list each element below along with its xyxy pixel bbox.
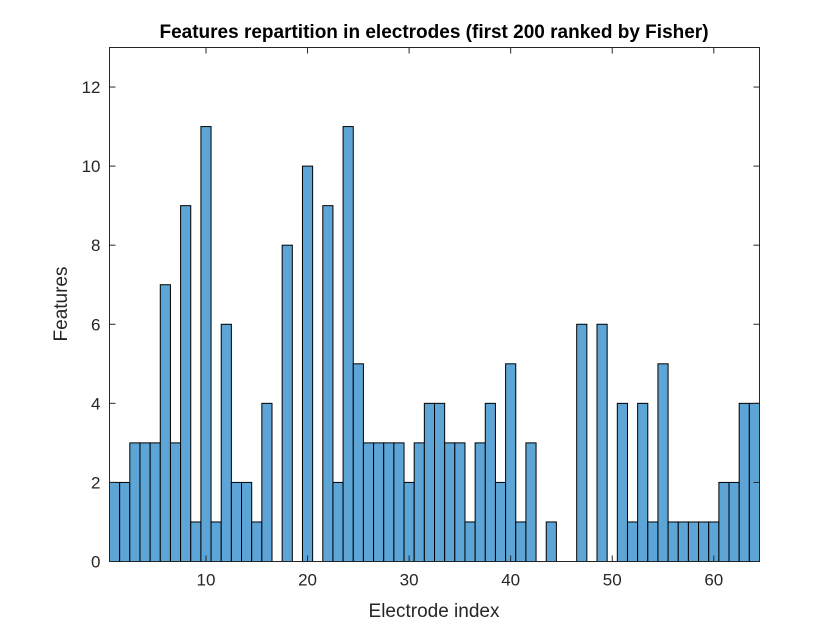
bar-electrode-26 bbox=[362, 442, 375, 563]
bar-electrode-10 bbox=[200, 126, 212, 563]
bar-electrode-23 bbox=[332, 481, 344, 563]
bar-electrode-62 bbox=[728, 481, 740, 563]
bar-electrode-53 bbox=[637, 402, 649, 562]
bar-electrode-36 bbox=[464, 521, 476, 563]
x-tick-label-60: 60 bbox=[704, 571, 723, 590]
y-tick-label-6: 6 bbox=[91, 315, 100, 334]
bar-electrode-59 bbox=[698, 521, 710, 563]
x-axis-label: Electrode index bbox=[369, 601, 500, 622]
y-tick-label-10: 10 bbox=[82, 157, 101, 176]
bar-electrode-24 bbox=[342, 126, 354, 563]
y-ticks-group: 0 2 4 6 8 10 12 bbox=[82, 78, 760, 572]
bar-electrode-31 bbox=[413, 442, 425, 563]
bar-electrode-52 bbox=[626, 521, 639, 563]
bar-electrode-42 bbox=[525, 442, 537, 563]
y-tick-label-2: 2 bbox=[91, 473, 100, 492]
bar-electrode-5 bbox=[149, 442, 161, 563]
bar-electrode-58 bbox=[687, 521, 700, 563]
bar-electrode-47 bbox=[576, 323, 588, 562]
bar-electrode-6 bbox=[159, 284, 171, 562]
chart-title: Features repartition in electrodes (firs… bbox=[159, 22, 708, 43]
bar-electrode-4 bbox=[139, 442, 151, 563]
x-tick-label-10: 10 bbox=[197, 571, 216, 590]
bar-electrode-22 bbox=[322, 205, 334, 562]
y-axis-label: Features bbox=[51, 267, 72, 342]
bar-electrode-18 bbox=[281, 244, 293, 562]
bar-electrode-16 bbox=[261, 402, 273, 562]
x-tick-label-30: 30 bbox=[400, 571, 419, 590]
x-tick-label-50: 50 bbox=[603, 571, 622, 590]
bar-electrode-9 bbox=[190, 521, 202, 563]
bar-electrode-2 bbox=[119, 481, 131, 563]
bar-electrode-35 bbox=[454, 442, 466, 563]
y-tick-label-12: 12 bbox=[82, 78, 101, 97]
axes-box bbox=[109, 47, 760, 562]
bar-electrode-56 bbox=[667, 521, 679, 563]
bar-electrode-63 bbox=[738, 402, 750, 562]
bar-electrode-39 bbox=[494, 481, 507, 563]
x-tick-label-40: 40 bbox=[501, 571, 520, 590]
bar-electrode-3 bbox=[129, 442, 141, 563]
bar-electrode-8 bbox=[180, 205, 192, 562]
bar-electrode-54 bbox=[647, 521, 659, 563]
bar-electrode-15 bbox=[251, 521, 263, 563]
bar-electrode-55 bbox=[657, 363, 669, 562]
bar-electrode-61 bbox=[718, 481, 730, 563]
bar-electrode-33 bbox=[434, 402, 446, 562]
x-tick-label-20: 20 bbox=[298, 571, 317, 590]
bar-electrode-14 bbox=[241, 481, 253, 563]
bar-electrode-37 bbox=[474, 442, 486, 563]
bar-electrode-49 bbox=[596, 323, 608, 562]
bar-electrode-29 bbox=[393, 442, 405, 563]
bar-electrode-25 bbox=[352, 363, 364, 562]
bar-electrode-20 bbox=[301, 165, 314, 562]
bar-electrode-57 bbox=[677, 521, 689, 563]
bar-electrode-13 bbox=[230, 481, 243, 563]
bar-electrode-12 bbox=[220, 323, 232, 562]
bars-group bbox=[109, 126, 761, 563]
bar-electrode-32 bbox=[423, 402, 435, 562]
bar-electrode-51 bbox=[616, 402, 628, 562]
bar-electrode-44 bbox=[545, 521, 557, 563]
bar-electrode-34 bbox=[444, 442, 456, 563]
y-tick-label-0: 0 bbox=[91, 553, 100, 572]
x-ticks-group: 10 20 30 40 50 60 bbox=[197, 47, 723, 590]
bar-electrode-41 bbox=[515, 521, 527, 563]
bar-electrode-28 bbox=[383, 442, 395, 563]
bar-electrode-30 bbox=[403, 481, 415, 563]
y-tick-label-4: 4 bbox=[91, 394, 100, 413]
bar-electrode-27 bbox=[373, 442, 385, 563]
bar-electrode-11 bbox=[210, 521, 222, 563]
y-tick-label-8: 8 bbox=[91, 236, 100, 255]
bar-electrode-38 bbox=[484, 402, 496, 562]
bar-electrode-1 bbox=[109, 481, 121, 563]
bar-electrode-7 bbox=[169, 442, 182, 563]
bar-electrode-40 bbox=[505, 363, 517, 562]
